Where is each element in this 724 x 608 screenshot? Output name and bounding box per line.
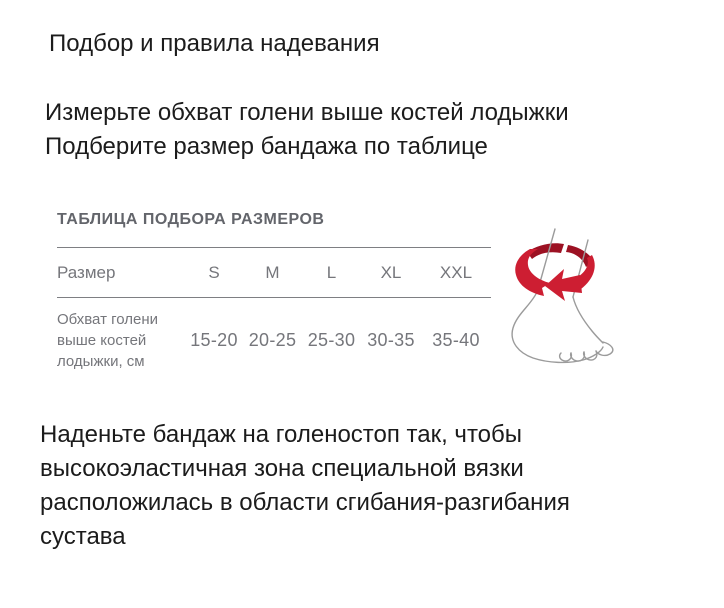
wear-line-4: сустава xyxy=(40,523,126,550)
size-cell-xxl: XXL xyxy=(439,262,473,282)
intro-line-1: Измерьте обхват голени выше костей лодыж… xyxy=(45,99,569,126)
ankle-measurement-icon xyxy=(511,228,614,364)
size-table: ТАБЛИЦА ПОДБОРА РАЗМЕРОВ Размер S M L XL… xyxy=(57,211,491,385)
intro-line-2: Подберите размер бандажа по таблице xyxy=(45,133,488,160)
table-row-sizes: Размер S M L XL XXL xyxy=(57,248,491,297)
girth-cell-l: 25-30 xyxy=(307,330,356,350)
page-title: Подбор и правила надевания xyxy=(49,30,380,57)
girth-cell-xl: 30-35 xyxy=(367,330,415,350)
wear-line-3: расположилась в области сгибания-разгиба… xyxy=(40,489,570,516)
wear-instruction: Наденьте бандаж на голеностоп так, чтобы… xyxy=(40,418,570,554)
table-rule-top xyxy=(57,247,491,248)
table-row-girth: Обхват голени выше костей лодыжки, см 15… xyxy=(57,298,491,385)
size-cell-m: M xyxy=(265,262,280,282)
band-back xyxy=(527,243,594,267)
girth-cell-m: 20-25 xyxy=(248,330,297,350)
wear-line-2: высокоэластичная зона специальной вязки xyxy=(40,455,524,482)
arrowhead xyxy=(545,269,582,301)
foot-outline xyxy=(511,228,614,364)
size-row-label: Размер xyxy=(57,262,116,282)
wear-line-1: Наденьте бандаж на голеностоп так, чтобы xyxy=(40,421,523,448)
table-rule-middle xyxy=(57,297,491,298)
intro-text: Измерьте обхват голени выше костей лодыж… xyxy=(45,96,569,164)
girth-cell-xxl: 35-40 xyxy=(432,330,480,350)
size-cell-l: L xyxy=(326,262,337,282)
band-front xyxy=(515,249,595,301)
size-cell-xl: XL xyxy=(380,262,402,282)
girth-row-label: Обхват голени выше костей лодыжки, см xyxy=(57,311,159,370)
girth-cell-s: 15-20 xyxy=(190,330,238,350)
size-table-title: ТАБЛИЦА ПОДБОРА РАЗМЕРОВ xyxy=(57,211,325,228)
size-cell-s: S xyxy=(208,262,220,282)
